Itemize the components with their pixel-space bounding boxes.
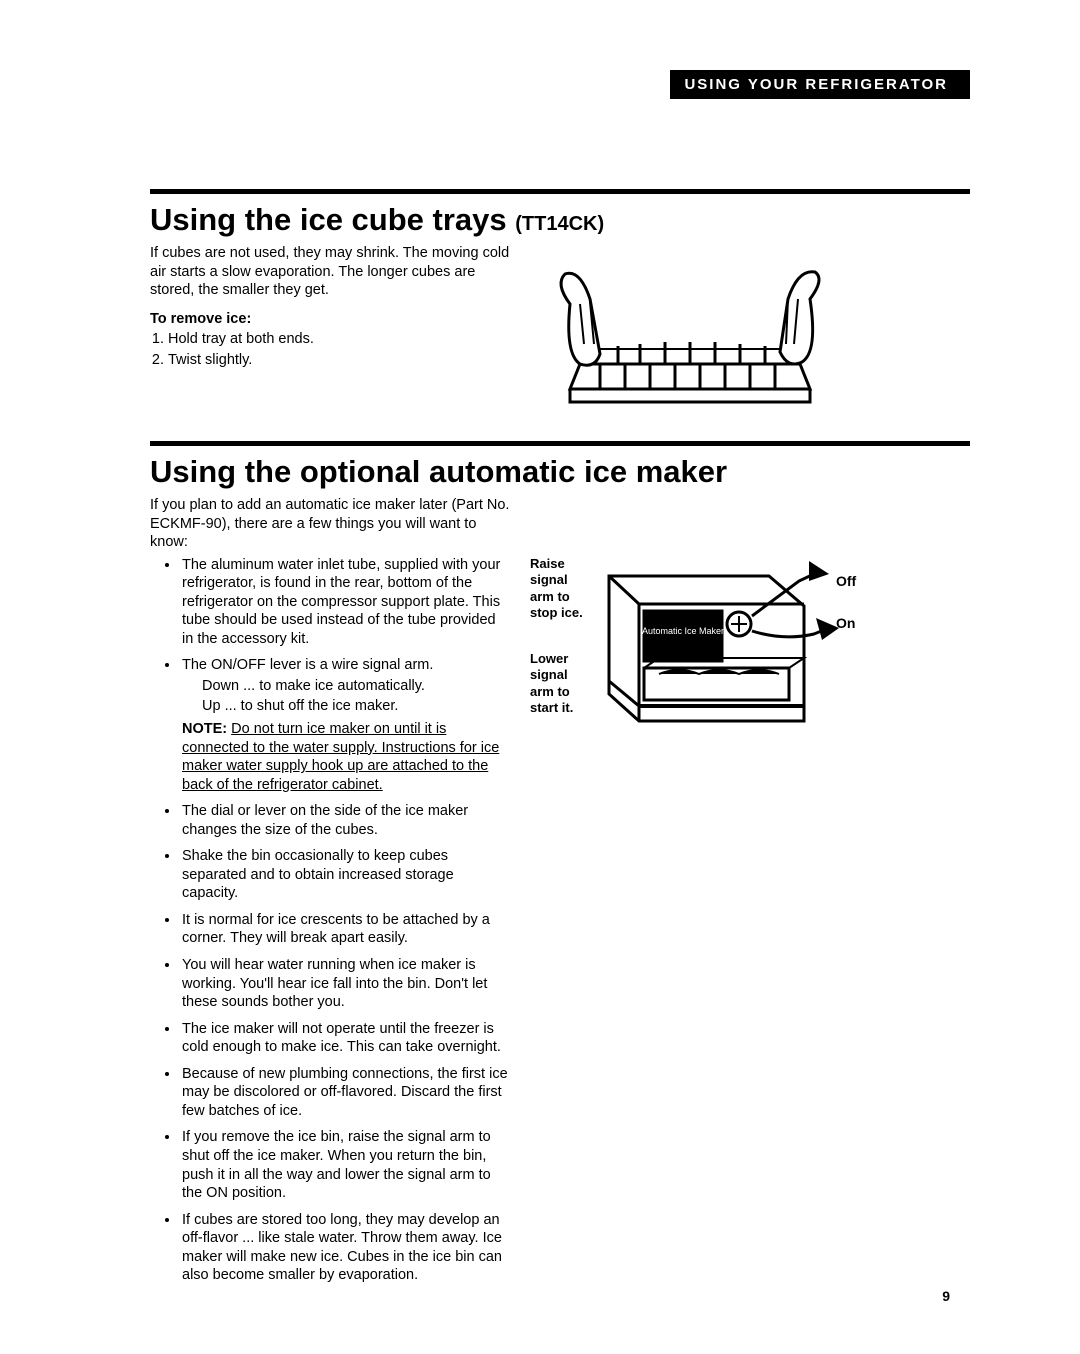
section2-title: Using the optional automatic ice maker	[150, 454, 970, 490]
bullet-stored: If cubes are stored too long, they may d…	[180, 1211, 510, 1285]
section1-title: Using the ice cube trays (TT14CK)	[150, 202, 970, 238]
step-2: Twist slightly.	[168, 351, 510, 370]
lower-label: Lower signal arm to start it.	[530, 651, 594, 716]
svg-text:Automatic Ice Maker: Automatic Ice Maker	[642, 626, 724, 636]
svg-text:Off: Off	[836, 573, 857, 589]
bullet-cold: The ice maker will not operate until the…	[180, 1020, 510, 1057]
step-1: Hold tray at both ends.	[168, 330, 510, 349]
raise-label: Raise signal arm to stop ice.	[530, 556, 594, 621]
bullet-dial: The dial or lever on the side of the ice…	[180, 802, 510, 839]
page-header: USING YOUR REFRIGERATOR	[150, 70, 970, 99]
note-label: NOTE:	[182, 721, 227, 737]
section1-intro: If cubes are not used, they may shrink. …	[150, 244, 510, 300]
section1-text: If cubes are not used, they may shrink. …	[150, 244, 510, 419]
header-label: USING YOUR REFRIGERATOR	[670, 70, 970, 99]
section-divider	[150, 441, 970, 446]
bullet-plumbing: Because of new plumbing connections, the…	[180, 1065, 510, 1121]
remove-ice-subhead: To remove ice:	[150, 310, 510, 329]
ice-tray-diagram	[540, 244, 970, 419]
section2-intro: If you plan to add an automatic ice make…	[150, 496, 510, 552]
ice-maker-diagram: Raise signal arm to stop ice. Lower sign…	[530, 556, 970, 746]
bullet-onoff: The ON/OFF lever is a wire signal arm. D…	[180, 656, 510, 794]
bullet-inlet-tube: The aluminum water inlet tube, supplied …	[180, 556, 510, 649]
bullet-crescents: It is normal for ice crescents to be att…	[180, 911, 510, 948]
remove-ice-steps: Hold tray at both ends. Twist slightly.	[150, 330, 510, 369]
section2-text: If you plan to add an automatic ice make…	[150, 496, 510, 1293]
section2-bullets: The aluminum water inlet tube, supplied …	[150, 556, 510, 1285]
model-code: (TT14CK)	[515, 213, 604, 235]
section-divider	[150, 189, 970, 194]
bullet-shake: Shake the bin occasionally to keep cubes…	[180, 847, 510, 903]
bullet-bin: If you remove the ice bin, raise the sig…	[180, 1128, 510, 1202]
bullet-sounds: You will hear water running when ice mak…	[180, 956, 510, 1012]
note-text: Do not turn ice maker on until it is con…	[182, 721, 499, 793]
svg-text:On: On	[836, 615, 855, 631]
page-number: 9	[942, 1288, 950, 1304]
